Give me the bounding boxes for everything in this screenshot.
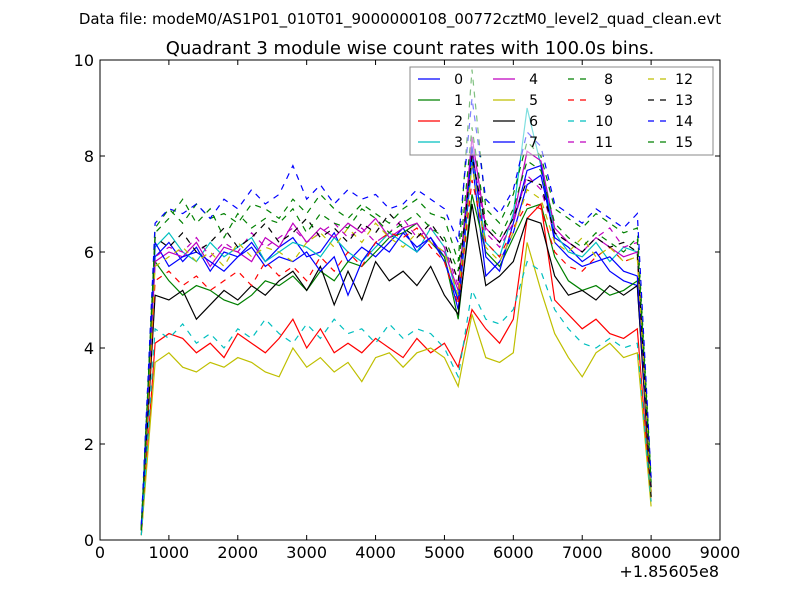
legend-label: 12 xyxy=(675,72,693,88)
series-line-2 xyxy=(140,202,652,536)
chart-suptitle: Data file: modeM0/AS1P01_010T01_90000001… xyxy=(79,10,721,29)
series-line-7 xyxy=(140,146,652,531)
legend-label: 3 xyxy=(454,135,463,151)
y-tick-label: 8 xyxy=(84,147,94,166)
legend-label: 7 xyxy=(529,135,538,151)
legend-item-0: 0 xyxy=(418,72,463,88)
legend-label: 2 xyxy=(454,114,463,130)
legend-item-1: 1 xyxy=(418,93,463,109)
legend-item-14: 14 xyxy=(648,114,693,130)
series-line-15 xyxy=(140,127,652,531)
x-tick-label: 5000 xyxy=(424,543,465,562)
series-line-6 xyxy=(140,203,652,531)
x-tick-label: 7000 xyxy=(562,543,603,562)
legend-item-15: 15 xyxy=(648,135,693,151)
legend-item-12: 12 xyxy=(648,72,693,88)
x-tick-label: 8000 xyxy=(631,543,672,562)
chart-title: Quadrant 3 module wise count rates with … xyxy=(166,38,655,59)
legend-box xyxy=(409,66,714,156)
series-line-4 xyxy=(140,136,652,531)
x-tick-label: 9000 xyxy=(700,543,741,562)
legend-label: 4 xyxy=(529,72,538,88)
series-lines xyxy=(140,69,652,536)
series-line-11 xyxy=(140,151,652,531)
legend-label: 13 xyxy=(675,93,693,109)
x-tick-label: 6000 xyxy=(493,543,534,562)
series-line-9 xyxy=(140,179,652,531)
legend-item-13: 13 xyxy=(648,93,693,109)
legend-label: 0 xyxy=(454,72,463,88)
y-tick-label: 2 xyxy=(84,435,94,454)
series-line-5 xyxy=(140,242,652,536)
legend-label: 5 xyxy=(529,93,538,109)
y-tick-label: 6 xyxy=(84,243,94,262)
legend-label: 1 xyxy=(454,93,463,109)
legend-item-6: 6 xyxy=(493,114,538,130)
legend-item-5: 5 xyxy=(493,93,538,109)
series-line-8 xyxy=(140,69,652,526)
legend-label: 11 xyxy=(595,135,613,151)
series-line-14 xyxy=(140,98,652,526)
legend-label: 10 xyxy=(595,114,613,130)
legend-label: 6 xyxy=(529,114,538,130)
series-line-3 xyxy=(140,107,652,526)
x-tick-label: 3000 xyxy=(286,543,327,562)
plot-frame xyxy=(99,59,721,541)
y-tick-label: 0 xyxy=(84,531,94,550)
legend-label: 15 xyxy=(675,135,693,151)
legend-item-10: 10 xyxy=(568,114,613,130)
legend-item-2: 2 xyxy=(418,114,463,130)
legend-item-8: 8 xyxy=(568,72,613,88)
legend-item-9: 9 xyxy=(568,93,613,109)
x-tick-label: 1000 xyxy=(149,543,190,562)
legend-item-7: 7 xyxy=(493,135,538,151)
legend-label: 9 xyxy=(604,93,613,109)
legend-label: 8 xyxy=(604,72,613,88)
x-offset-label: +1.85605e8 xyxy=(619,562,719,581)
legend-label: 14 xyxy=(675,114,693,130)
y-tick-label: 4 xyxy=(84,339,94,358)
legend-item-4: 4 xyxy=(493,72,538,88)
x-tick-label: 0 xyxy=(95,543,105,562)
axis-ticks: 0 1000 2000 3000 4000 5000 6000 7000 8000 9000 0 2 4… xyxy=(74,51,741,562)
x-tick-label: 2000 xyxy=(217,543,258,562)
legend-item-3: 3 xyxy=(418,135,463,151)
y-tick-label: 10 xyxy=(74,51,94,70)
x-tick-label: 4000 xyxy=(355,543,396,562)
legend-item-11: 11 xyxy=(568,135,613,151)
